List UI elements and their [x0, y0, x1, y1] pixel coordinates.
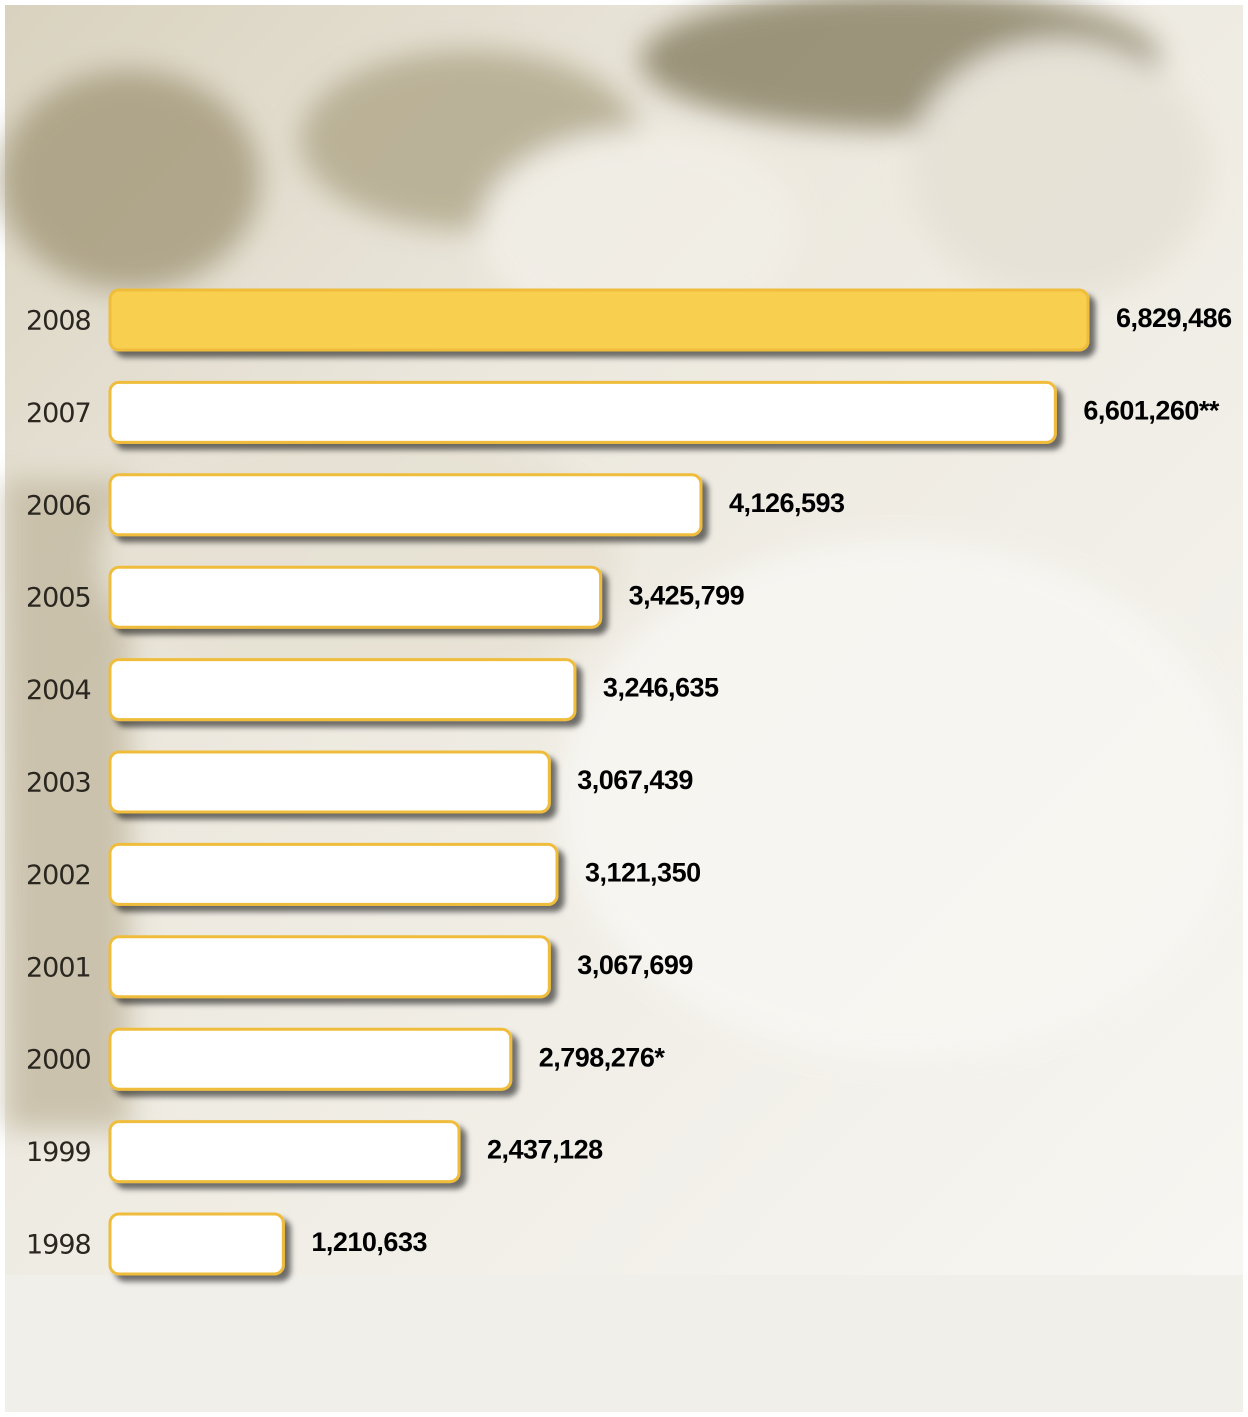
y-tick-label: 2003	[26, 768, 91, 799]
value-label: 3,425,799	[629, 580, 745, 610]
bar	[110, 567, 601, 627]
y-tick-label: 1998	[26, 1230, 91, 1261]
value-label: 3,067,699	[577, 950, 693, 980]
bar	[110, 1029, 511, 1089]
bar	[110, 382, 1055, 442]
y-tick-label: 2001	[26, 952, 91, 983]
value-label: 6,829,486	[1116, 303, 1232, 333]
bar	[110, 844, 557, 904]
bar	[110, 937, 549, 997]
bar	[110, 752, 549, 812]
y-tick-label: 2000	[26, 1045, 91, 1076]
page: 2008 6,829,486 2007 6,601,260** 2006 4,126,59…	[0, 0, 1248, 1417]
bar	[110, 475, 701, 535]
y-tick-label: 2007	[26, 398, 91, 429]
y-tick-label: 2006	[26, 490, 91, 521]
value-label: 2,437,128	[487, 1135, 603, 1165]
value-label: 3,067,439	[577, 765, 693, 795]
value-label: 1,210,633	[311, 1227, 427, 1257]
value-label: 2,798,276*	[539, 1042, 666, 1072]
y-tick-label: 2008	[26, 306, 91, 337]
y-tick-label: 2004	[26, 675, 91, 706]
bar	[110, 290, 1088, 350]
bar	[110, 1122, 459, 1182]
value-label: 3,246,635	[603, 673, 719, 703]
bar	[110, 1214, 283, 1274]
value-label: 4,126,593	[729, 488, 845, 518]
y-tick-label: 2005	[26, 583, 91, 614]
value-label: 6,601,260**	[1083, 396, 1220, 426]
value-label: 3,121,350	[585, 858, 701, 888]
y-tick-label: 1999	[26, 1137, 91, 1168]
bar	[110, 660, 575, 720]
y-tick-label: 2002	[26, 860, 91, 891]
chart: 2008 6,829,486 2007 6,601,260** 2006 4,126,59…	[0, 0, 1248, 1417]
